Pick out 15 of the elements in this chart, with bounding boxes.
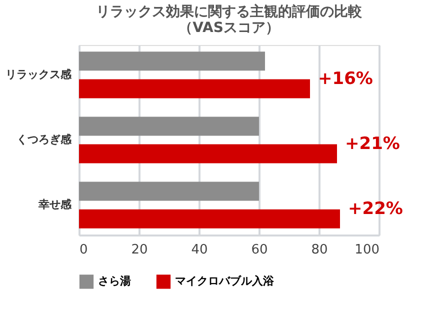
x-tick-label: 60 (251, 242, 268, 258)
chart-title: リラックス効果に関する主観的評価の比較（VASスコア） (96, 3, 363, 36)
annotation: +21% (345, 134, 400, 154)
x-tick-label: 20 (131, 242, 148, 258)
x-tick-label: 100 (354, 242, 380, 258)
x-tick-label: 80 (311, 242, 328, 258)
y-tick-label: 幸せ感 (38, 198, 72, 212)
y-tick-label: くつろぎ感 (16, 133, 72, 146)
annotation: +16% (318, 68, 373, 89)
legend-label: マイクロバブル入浴 (175, 274, 275, 288)
annotation: +22% (348, 199, 403, 220)
y-tick-label: リラックス感 (6, 68, 72, 81)
legend-label: さら湯 (98, 274, 131, 288)
x-tick-label: 0 (80, 242, 88, 258)
x-tick-label: 40 (191, 242, 208, 258)
